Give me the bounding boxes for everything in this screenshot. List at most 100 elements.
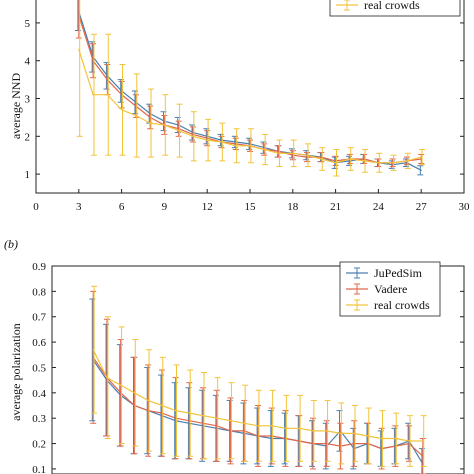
panel-b-vadere-point [394,445,396,447]
panel-a-vadere-point [335,160,337,162]
panel-b-real-crowds-point [422,440,424,442]
panel-b-real-crowds-point [353,432,355,435]
panel-b-vadere-point [120,392,122,394]
panel-a-x-tick-label: 24 [373,201,385,213]
panel-b-y-tick-label: 0.3 [32,413,46,425]
panel-b-real-crowds-point [133,392,135,394]
panel-a-x-tick-label: 3 [76,201,82,213]
panel-b-series-real-crowds [91,285,427,467]
panel-a-real-crowds-point [335,162,337,164]
panel-b-y-tick-label: 0.4 [32,388,46,400]
panel-a-y-axis-label: average NND [9,73,23,140]
panel-a-vadere-point [320,156,322,158]
panel-a-series-jupedsim [74,0,424,176]
panel-b-vadere-point [133,404,135,407]
panel-b-legend-label-vadere: Vadere [374,282,407,296]
panel-b-real-crowds-point [106,377,108,379]
panel-b-vadere-point [202,422,204,424]
panel-b-vadere-point [188,420,190,422]
panel-b-real-crowds-point [257,425,259,427]
panel-a-real-crowds-point [263,148,265,151]
panel-b-y-tick-label: 0.7 [32,312,46,324]
panel-b-axes-frame [51,265,465,474]
panel-a-y-tick-label: 5 [25,18,31,30]
panel-a-y-tick-label: 4 [25,56,31,68]
panel-a-vadere-point [363,158,365,160]
panel-b-vadere-point [147,409,149,412]
panel-b-vadere-point [92,356,94,358]
panel-a-vadere-point [149,116,151,119]
panel-b-vadere-point [175,417,177,419]
panel-b-y-tick-label: 0.2 [32,439,46,451]
panel-a-x-tick-label: 15 [245,201,257,213]
panel-b-series-jupedsim [89,298,425,474]
panel-a-vadere-point [292,154,294,156]
panel-b-vadere-point [257,435,259,437]
panel-b-label: (b) [4,237,18,251]
panel-a-real-crowds-point [235,145,237,147]
panel-a-y-tick-label: 2 [25,131,31,143]
panel-a-x-tick-label: 12 [202,201,213,213]
panel-a-vadere-point [235,143,237,145]
panel-b-vadere-point [339,445,341,447]
panel-b-real-crowds-point [216,417,218,419]
panel-a-real-crowds-point [178,130,180,132]
panel-b-y-tick-label: 0.8 [32,286,46,298]
panel-b-real-crowds-point [229,420,232,422]
panel-b-real-crowds-point [188,412,190,414]
panel-b-vadere-point [353,442,355,445]
panel-b-vadere-point [216,425,218,427]
panel-a-vadere-point [106,79,108,81]
panel-b-real-crowds-point [312,430,314,432]
panel-b-vadere-point [422,455,424,457]
panel-a-vadere-point [92,60,94,62]
panel-b-legend: JuPedSim Vadere real crowds [339,261,441,317]
panel-a-vadere-point [420,158,422,160]
panel-a-x-tick-label: 30 [459,201,471,213]
panel-b-legend-label-jupedsim: JuPedSim [374,266,423,280]
panel-a-real-crowds-point [292,152,294,154]
panel-a-real-crowds-point [363,160,365,162]
panel-b-real-crowds-point [175,409,177,412]
panel-b-real-crowds-point [284,427,287,429]
panel-a-vadere-point [178,128,180,130]
panel-b-vadere-point [298,440,300,442]
panel-a-real-crowds-point [406,160,408,162]
panel-b-y-tick-label: 0.5 [32,362,46,374]
panel-a-real-crowds-point [320,158,322,160]
panel-b-real-crowds-point [339,432,341,435]
panel-a-real-crowds-point [306,154,308,156]
panel-a-legend-label-real-crowds: real crowds [364,0,420,12]
panel-b-vadere-point [367,442,369,445]
panel-a-x-tick-label: 18 [287,201,299,213]
panel-a-real-crowds-point [135,114,137,117]
panel-a-real-crowds-point [149,122,151,124]
panel-b-y-axis-label: average polarization [9,323,23,421]
panel-a-vadere-point [206,137,208,139]
panel-a-x-tick-label: 27 [416,201,428,213]
panel-a-real-crowds-point [92,94,94,96]
panel-a-real-crowds-point [392,162,394,164]
panel-a-real-crowds-point [106,94,108,96]
panel-a-y-tick-label: 1 [25,169,31,181]
panel-a-real-crowds-point [78,48,80,50]
panel-a-real-crowds-point [163,124,165,126]
panel-b-real-crowds-point [120,384,122,386]
panel-b-vadere-point [284,437,287,440]
panel-a-x-tick-label: 9 [162,201,168,213]
panel-b-real-crowds-point [202,415,204,417]
panel-b-vadere-point [243,430,245,432]
panel-a-series-real-crowds [76,0,426,177]
panel-a-y-tick-label: 3 [25,94,31,106]
panel-b-vadere-point [312,442,314,445]
panel-a-real-crowds-point [206,139,208,141]
panel-a-nnd-chart: average NND 123456036912151821242730real… [9,0,470,213]
panel-b-real-crowds-point [92,349,94,351]
panel-a-vadere-point [192,133,194,136]
panel-a-x-tick-label: 6 [119,201,125,213]
panel-b-vadere-point [271,435,273,437]
panel-b-polarization-chart: (b) average polarization 0.1 0.2 0.3 0.4 0.5… [4,237,465,474]
panel-a-jupedsim-point [420,169,422,171]
panel-a-vadere-point [277,150,280,153]
